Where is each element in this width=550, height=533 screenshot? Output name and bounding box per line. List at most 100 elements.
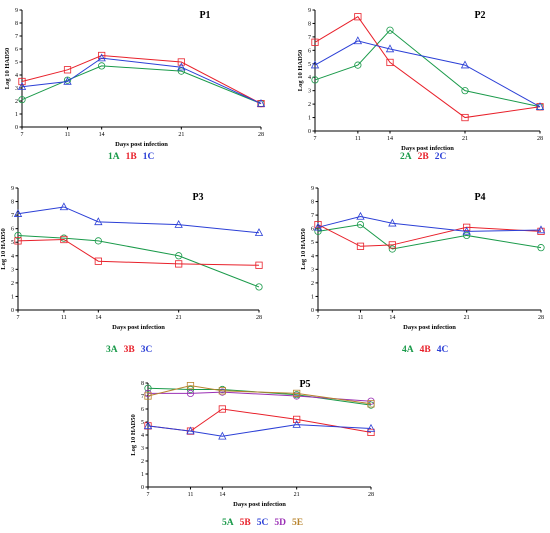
- data-point-5C: [292, 419, 301, 428]
- data-point-2C: [353, 36, 363, 45]
- data-point-3A: [14, 231, 22, 240]
- y-tick-label: 5: [11, 240, 14, 246]
- x-tick-label: 14: [95, 315, 101, 321]
- legend-entry-2A: 2A: [400, 152, 412, 162]
- legend-entry-3A: 3A: [106, 345, 118, 355]
- data-point-1C: [17, 82, 27, 90]
- y-tick-label: 0: [141, 485, 144, 491]
- legend-entry-5D: 5D: [274, 518, 286, 528]
- data-point-1A: [177, 67, 185, 75]
- data-point-1A: [18, 96, 26, 104]
- series-1C: [17, 53, 266, 107]
- data-point-5C: [218, 431, 227, 440]
- series-line-3C: [17, 206, 260, 234]
- data-point-2B: [354, 13, 362, 21]
- y-tick-label: 8: [311, 200, 314, 206]
- series-line-1A: [21, 65, 262, 105]
- data-point-4B: [314, 220, 322, 229]
- y-tick-label: 8: [308, 21, 311, 27]
- legend: 1A 1B 1C: [108, 152, 154, 162]
- y-tick-label: 7: [308, 35, 311, 41]
- legend-entry-4B: 4B: [420, 345, 432, 355]
- y-tick-label: 5: [141, 420, 144, 426]
- legend-entry-1C: 1C: [143, 152, 155, 162]
- data-point-4A: [463, 231, 471, 240]
- data-point-2B: [461, 113, 469, 122]
- series-2B: [311, 13, 544, 122]
- y-tick-label: 3: [311, 267, 314, 273]
- data-point-4A: [388, 245, 396, 253]
- data-point-3A: [255, 283, 263, 291]
- y-tick-label: 6: [15, 47, 18, 53]
- legend-entry-5C: 5C: [257, 518, 269, 528]
- x-tick-label: 28: [256, 315, 262, 321]
- series-5B: [144, 405, 375, 437]
- series-3C: [13, 202, 264, 236]
- y-tick-label: 0: [11, 308, 14, 314]
- y-tick-label: 4: [11, 254, 14, 260]
- legend-entry-2B: 2B: [418, 152, 430, 162]
- y-tick-label: 8: [15, 21, 18, 27]
- y-tick-label: 9: [311, 186, 314, 192]
- x-tick-label: 11: [61, 315, 67, 321]
- data-point-5C: [366, 423, 376, 432]
- legend: 2A 2B 2C: [400, 152, 446, 162]
- x-tick-label: 28: [258, 132, 264, 138]
- y-tick-label: 7: [311, 213, 314, 219]
- series-3B: [14, 235, 263, 269]
- y-axis-label: Log 10 HAD50: [4, 48, 11, 90]
- data-point-3B: [60, 235, 68, 244]
- data-point-4B: [356, 242, 365, 250]
- x-axis-label: Days post infection: [112, 324, 165, 331]
- x-tick-label: 28: [537, 136, 543, 142]
- legend-entry-5A: 5A: [222, 518, 234, 528]
- y-tick-label: 2: [308, 102, 311, 108]
- y-tick-label: 1: [11, 294, 14, 300]
- series-4B: [314, 220, 545, 250]
- data-point-3B: [14, 237, 22, 245]
- y-tick-label: 9: [15, 8, 18, 14]
- data-point-5A: [186, 385, 195, 394]
- x-axis-label: Days post infection: [233, 501, 286, 508]
- data-point-5E: [293, 389, 301, 398]
- series-2C: [310, 36, 545, 110]
- series-line-5A: [147, 387, 372, 406]
- data-point-4C: [356, 211, 365, 220]
- y-tick-label: 6: [141, 407, 144, 413]
- y-tick-label: 6: [308, 48, 311, 54]
- x-axis-label: Days post infection: [403, 324, 456, 331]
- x-tick-label: 14: [387, 136, 393, 142]
- y-tick-label: 1: [308, 116, 311, 122]
- y-tick-label: 9: [11, 186, 14, 192]
- legend-entry-1B: 1B: [126, 152, 138, 162]
- y-tick-label: 2: [15, 99, 18, 105]
- y-tick-label: 5: [308, 62, 311, 68]
- series-line-2B: [314, 16, 541, 119]
- data-point-2C: [460, 60, 470, 69]
- y-tick-label: 8: [11, 200, 14, 206]
- x-tick-label: 11: [65, 132, 71, 138]
- data-point-5A: [144, 384, 152, 392]
- data-point-4B: [463, 223, 471, 231]
- y-tick-label: 7: [141, 394, 144, 400]
- data-point-4C: [536, 225, 546, 234]
- y-axis-label: Log 10 HAD50: [297, 50, 304, 92]
- y-tick-label: 8: [141, 381, 144, 387]
- data-point-3B: [255, 261, 263, 269]
- x-tick-label: 7: [147, 492, 150, 498]
- data-point-4B: [388, 241, 396, 249]
- x-tick-label: 11: [358, 315, 364, 321]
- y-tick-label: 9: [308, 8, 311, 14]
- legend-entry-4A: 4A: [402, 345, 414, 355]
- data-point-4A: [537, 244, 545, 252]
- series-line-3B: [17, 239, 260, 266]
- y-tick-label: 5: [15, 60, 18, 66]
- series-line-1C: [21, 57, 262, 105]
- data-point-1B: [18, 77, 26, 86]
- data-point-3C: [254, 228, 264, 236]
- x-tick-label: 11: [188, 492, 194, 498]
- data-point-1B: [177, 58, 185, 66]
- y-tick-label: 6: [311, 227, 314, 233]
- data-point-1C: [63, 76, 72, 85]
